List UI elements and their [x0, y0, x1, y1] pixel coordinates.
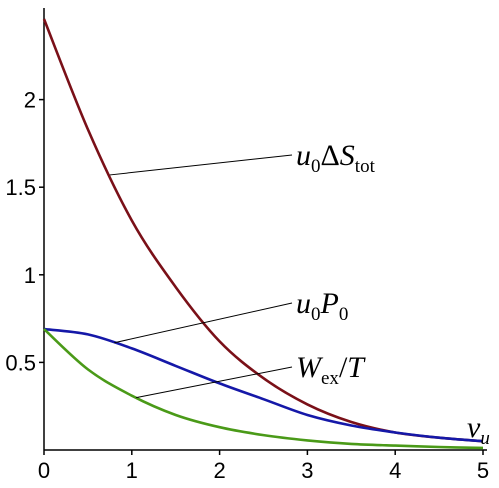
curve-annotations: u0ΔStot u0P0 Wex/T [109, 139, 376, 399]
series-p0-line [43, 327, 484, 443]
axes [43, 8, 487, 451]
x-tick-label: 5 [477, 458, 489, 483]
x-tick-label: 3 [301, 458, 313, 483]
x-tick-label: 1 [126, 458, 138, 483]
x-tick-label: 4 [389, 458, 401, 483]
x-tick-label: 2 [213, 458, 225, 483]
y-tick-label: 1.5 [5, 175, 36, 200]
annotation-label-3: Wex/T [296, 351, 366, 389]
y-tick-label: 1 [24, 263, 36, 288]
annotation-leader-line [109, 154, 293, 176]
series-delta-s-tot-line [42, 18, 484, 443]
data-series [42, 18, 484, 450]
axis-ticks: 0 1 2 3 4 5 0.5 1 1.5 2 [5, 88, 489, 483]
annotation-label-2: u0P0 [296, 287, 348, 325]
annotation-leader-line [114, 302, 293, 344]
x-axis-label: vu [467, 411, 490, 449]
x-tick-label: 0 [38, 458, 50, 483]
series-w-ex-line [43, 328, 484, 450]
annotation-leader-line [136, 366, 293, 399]
y-tick-label: 2 [24, 88, 36, 113]
y-tick-label: 0.5 [5, 350, 36, 375]
annotation-label-1: u0ΔStot [296, 139, 376, 177]
